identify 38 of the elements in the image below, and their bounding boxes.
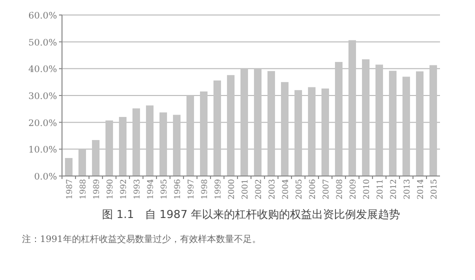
y-tick-label: 10.0%	[28, 146, 58, 156]
x-tick-label: 2004	[280, 179, 290, 200]
x-tick-label: 2009	[348, 179, 358, 200]
y-tick-label: 40.0%	[28, 65, 58, 76]
x-tick-label: 2010	[362, 179, 371, 200]
y-tick-label: 50.0%	[28, 38, 58, 48]
bar	[64, 158, 73, 176]
x-tick-label: 2015	[429, 179, 438, 200]
x-tick-label: 1999	[213, 179, 222, 200]
x-tick-label: 2014	[416, 179, 425, 200]
x-tick-label: 1995	[159, 179, 168, 200]
x-tick-label: 1993	[132, 179, 142, 200]
x-tick-label: 2008	[334, 179, 344, 200]
y-tick-label: 20.0%	[28, 118, 58, 129]
x-tick-label: 2001	[240, 179, 250, 200]
text: 图 1.1 自 1987 年以来的杠杆收购的权益出资比例发展趋势	[102, 208, 400, 221]
y-tick-label: 30.0%	[28, 92, 58, 102]
x-tick-label: 1997	[186, 179, 196, 200]
x-tick-label: 2007	[321, 179, 330, 200]
x-tick-label: 2000	[226, 179, 236, 200]
x-tick-label: 2005	[294, 179, 304, 200]
x-tick-label: 2013	[402, 179, 412, 200]
x-tick-label: 1996	[172, 179, 182, 200]
x-tick-label: 1989	[92, 179, 101, 200]
x-tick-label: 1994	[146, 179, 155, 200]
y-tick-label: 60.0%	[28, 12, 58, 22]
x-tick-label: 2012	[388, 179, 398, 200]
text: 注：1991年的杠杆收益交易数量过少，有效样本数量不足。	[22, 234, 261, 245]
x-tick-label: 1998	[200, 179, 209, 200]
x-tick-label: 2003	[267, 179, 276, 200]
x-tick-label: 2002	[254, 179, 263, 200]
x-tick-label: 1992	[118, 179, 128, 200]
x-tick-label: 1988	[78, 179, 88, 200]
x-tick-label: 1990	[105, 179, 114, 200]
x-tick-label: 2011	[375, 179, 384, 200]
x-tick-label: 1987	[64, 179, 74, 200]
x-tick-label: 2006	[308, 179, 317, 200]
y-tick-label: 0.0%	[34, 172, 58, 182]
